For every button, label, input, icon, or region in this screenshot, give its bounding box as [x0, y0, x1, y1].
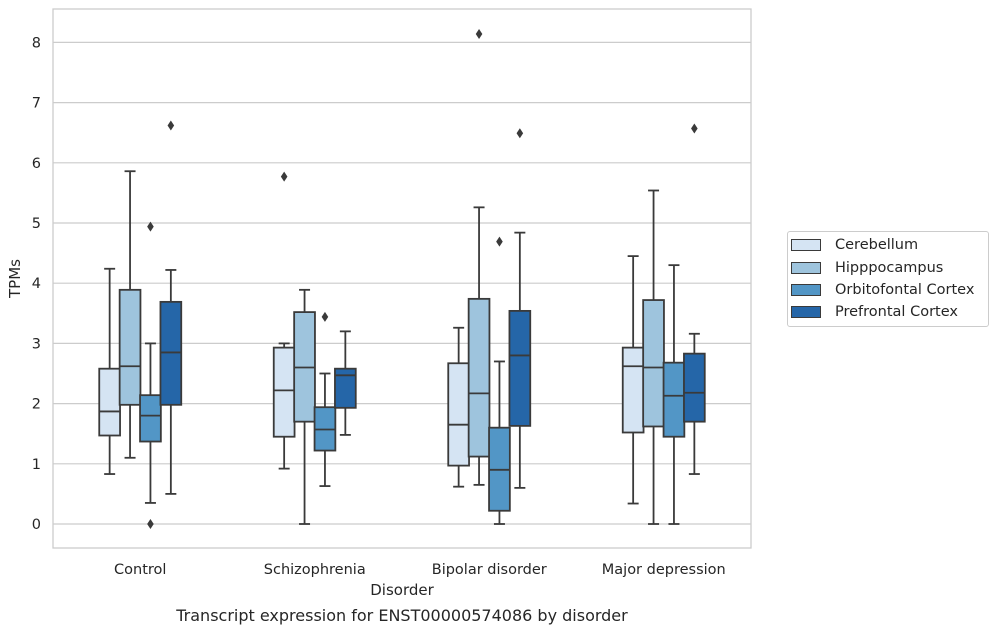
y-tick-label: 4 [32, 276, 41, 292]
legend-swatch-hipppocampus [791, 262, 821, 274]
y-axis-label: TPMs [6, 259, 24, 299]
box [662, 361, 686, 438]
x-tick-label: Major depression [602, 562, 726, 578]
outlier-point [280, 171, 288, 182]
outlier-point [147, 221, 154, 232]
y-tick-label: 5 [32, 216, 41, 232]
y-tick-label: 2 [32, 397, 41, 413]
y-tick-label: 3 [32, 336, 41, 352]
legend-label: Cerebellum [835, 237, 919, 253]
legend-item-prefrontal-cortex: Prefrontal Cortex [791, 302, 958, 322]
legend-item-orbitofontal-cortex: Orbitofontal Cortex [791, 280, 974, 300]
y-tick-label: 1 [32, 457, 41, 473]
outlier-point [167, 120, 175, 131]
legend-item-hipppocampus: Hipppocampus [791, 258, 943, 278]
box [447, 362, 470, 467]
outlier-point [516, 128, 524, 139]
legend-swatch-prefrontal-cortex [791, 306, 821, 318]
figure-caption: Transcript expression for ENST0000057408… [176, 606, 628, 625]
box [118, 288, 142, 406]
gridlines [53, 41, 751, 525]
legend-swatch-cerebellum [791, 239, 821, 251]
legend-label: Hipppocampus [835, 260, 944, 276]
outlier-point [475, 28, 483, 39]
box [621, 346, 645, 434]
x-tick-label: Schizophrenia [264, 562, 366, 578]
x-axis-label: Disorder [370, 581, 434, 599]
legend: Cerebellum Hipppocampus Orbitofontal Cor… [787, 231, 989, 327]
legend-swatch-orbitofontal-cortex [791, 284, 821, 296]
x-tick-label: Bipolar disorder [432, 562, 547, 578]
boxes-layer [98, 28, 706, 529]
box [683, 352, 706, 423]
box [139, 394, 162, 443]
plot-frame [52, 8, 752, 549]
y-tick-label: 0 [32, 517, 41, 533]
legend-label: Prefrontal Cortex [835, 304, 958, 320]
box [334, 367, 357, 409]
y-axis-ticks: 0 1 2 3 4 5 6 7 8 [32, 35, 41, 533]
legend-item-cerebellum: Cerebellum [791, 235, 918, 255]
outlier-point [147, 519, 154, 529]
y-tick-label: 7 [32, 96, 41, 112]
x-tick-label: Control [114, 562, 166, 578]
box [467, 297, 491, 458]
legend-label: Orbitofontal Cortex [835, 282, 975, 298]
box [272, 346, 296, 438]
outlier-point [496, 236, 503, 247]
box [508, 309, 532, 427]
x-axis-ticks: Control Schizophrenia Bipolar disorder Majo… [114, 562, 726, 578]
y-tick-label: 6 [32, 156, 41, 172]
outlier-point [691, 123, 698, 134]
box [159, 300, 183, 406]
box [642, 299, 665, 428]
outlier-point [321, 311, 329, 322]
y-tick-label: 8 [32, 35, 41, 51]
box [98, 367, 121, 437]
